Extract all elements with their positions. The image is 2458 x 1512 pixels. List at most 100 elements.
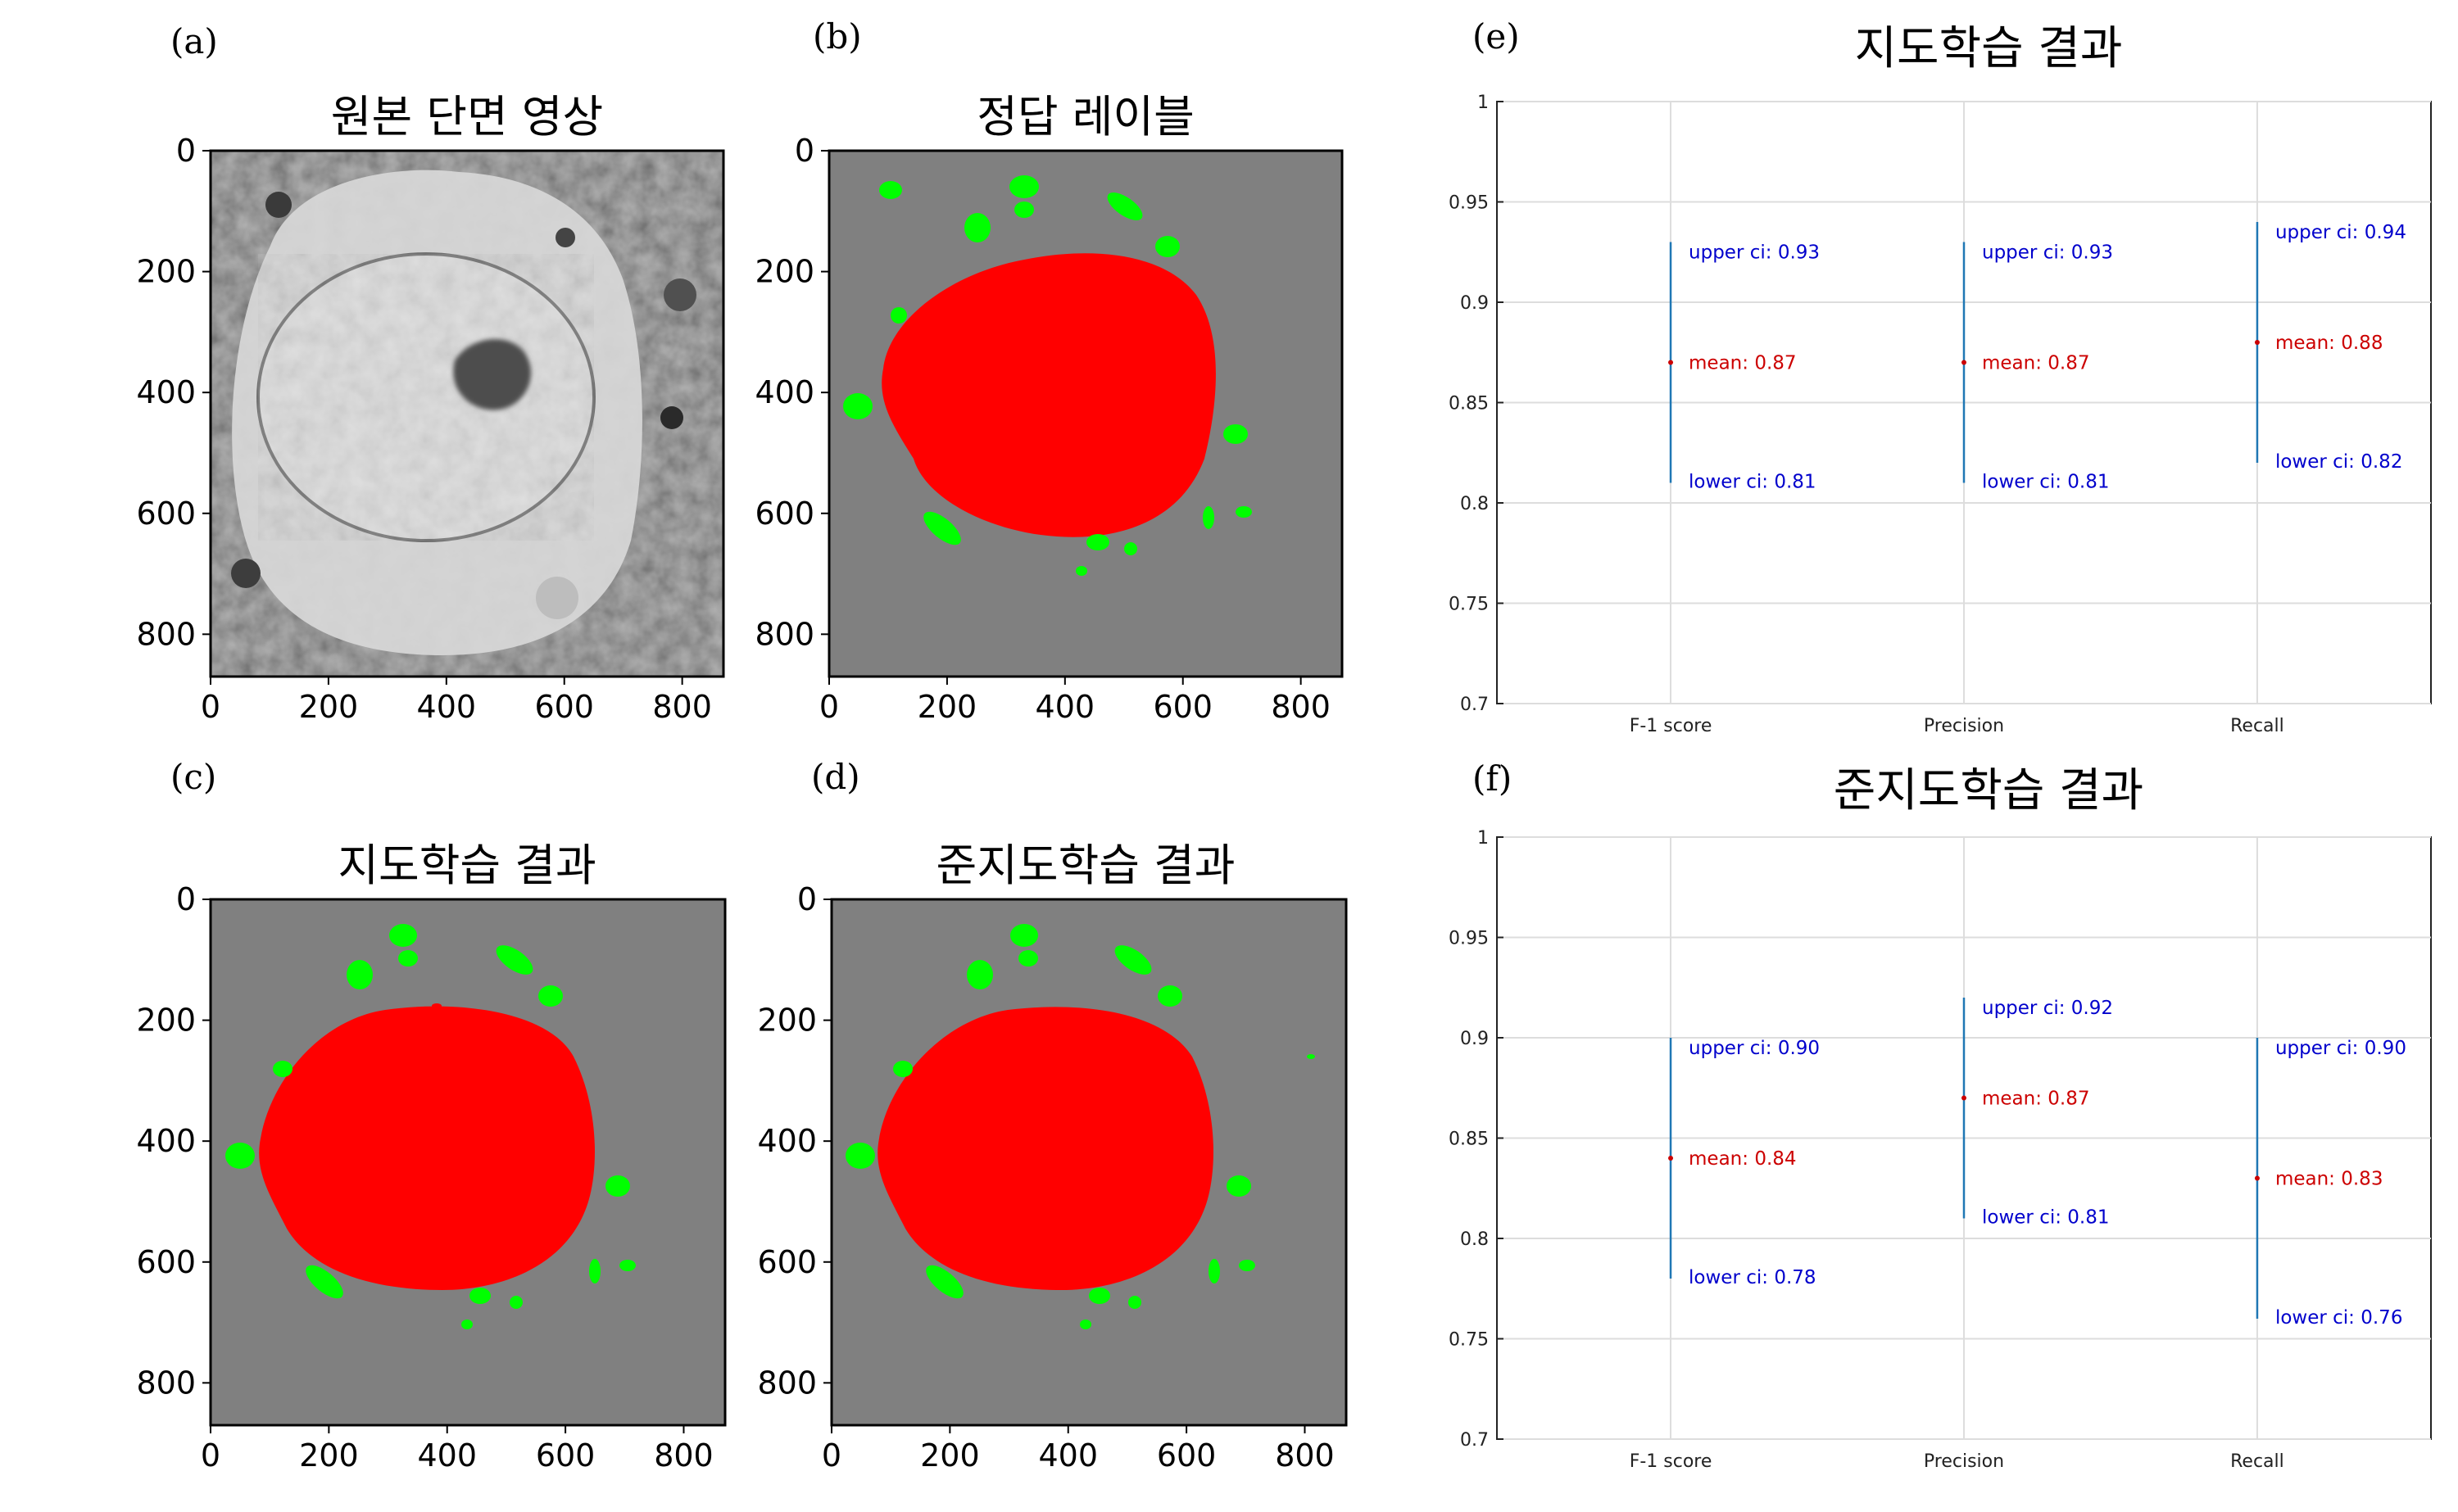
x-tick-label: 0 [819, 689, 839, 725]
x-tick-label: 800 [654, 1437, 714, 1474]
upper-ci-label: upper ci: 0.90 [1689, 1038, 1820, 1059]
y-tick-label: 0.85 [1449, 1129, 1489, 1150]
panel-c-title: 지도학습 결과 [338, 840, 596, 891]
x-category-label: Recall [2230, 1451, 2284, 1472]
y-tick-label: 400 [757, 1123, 817, 1159]
x-tick-label: 800 [652, 689, 712, 725]
y-tick-label: 0.85 [1449, 394, 1489, 414]
x-tick-label: 800 [1271, 689, 1331, 725]
y-tick-label: 0 [795, 133, 814, 169]
lower-ci-label: lower ci: 0.78 [1689, 1267, 1816, 1288]
panel-a-title: 원본 단면 영상 [330, 91, 604, 143]
panel-c-frame [209, 898, 727, 1427]
panel-b-title: 정답 레이블 [977, 91, 1195, 143]
panel-a-frame [209, 149, 725, 678]
y-tick-label: 0 [176, 133, 196, 169]
y-tick-label: 600 [757, 1244, 817, 1280]
y-tick-label: 0.75 [1449, 595, 1489, 615]
lower-ci-label: lower ci: 0.81 [1689, 472, 1816, 493]
x-tick-label: 200 [920, 1437, 980, 1474]
y-tick-label: 0.75 [1449, 1330, 1489, 1351]
y-tick-label: 0.95 [1449, 193, 1489, 214]
y-tick-label: 0.95 [1449, 929, 1489, 949]
y-tick-label: 1 [1477, 93, 1489, 113]
x-tick-label: 200 [299, 689, 359, 725]
y-tick-label: 0.9 [1460, 293, 1489, 314]
mean-marker [1668, 360, 1674, 365]
y-tick-label: 800 [755, 616, 814, 652]
mean-marker [2254, 340, 2260, 345]
y-tick-label: 1 [1477, 828, 1489, 849]
lower-ci-label: lower ci: 0.76 [2275, 1307, 2403, 1329]
upper-ci-label: upper ci: 0.93 [1689, 242, 1820, 264]
x-tick-label: 0 [201, 1437, 220, 1474]
y-tick-label: 200 [136, 1003, 196, 1039]
chart-title: 지도학습 결과 [1855, 22, 2123, 75]
y-tick-label: 0.7 [1460, 1430, 1489, 1451]
y-tick-label: 200 [757, 1003, 817, 1039]
mean-label: mean: 0.84 [1689, 1148, 1797, 1170]
panel-letter-c: (c) [170, 757, 217, 797]
panel-a-image [211, 151, 723, 677]
panel-letter-a: (a) [170, 21, 218, 61]
panel-letter-f: (f) [1472, 758, 1512, 799]
panel-c-image [211, 899, 725, 1425]
x-tick-label: 400 [417, 689, 477, 725]
panel-d-title: 준지도학습 결과 [936, 840, 1236, 891]
y-tick-label: 600 [136, 1244, 196, 1280]
mean-marker [1961, 360, 1966, 365]
panel-d-frame [830, 898, 1348, 1427]
y-tick-label: 800 [136, 616, 196, 652]
upper-ci-label: upper ci: 0.90 [2275, 1038, 2406, 1059]
x-category-label: F-1 score [1630, 716, 1712, 736]
y-tick-label: 400 [755, 374, 814, 410]
y-tick-label: 800 [136, 1365, 196, 1401]
y-tick-label: 0 [797, 881, 817, 917]
y-tick-label: 200 [755, 254, 814, 290]
x-tick-label: 400 [1036, 689, 1095, 725]
mean-marker [2254, 1175, 2260, 1181]
x-category-label: Recall [2230, 716, 2284, 736]
y-tick-label: 0 [176, 881, 196, 917]
y-tick-label: 800 [757, 1365, 817, 1401]
upper-ci-label: upper ci: 0.94 [2275, 222, 2406, 243]
x-tick-label: 400 [1038, 1437, 1098, 1474]
mean-label: mean: 0.87 [1689, 353, 1797, 374]
mean-marker [1668, 1156, 1674, 1161]
y-tick-label: 600 [136, 496, 196, 532]
x-tick-label: 0 [822, 1437, 841, 1474]
y-tick-label: 400 [136, 1123, 196, 1159]
x-tick-label: 0 [201, 689, 220, 725]
panel-letter-e: (e) [1472, 16, 1520, 57]
x-tick-label: 600 [536, 1437, 596, 1474]
panel-letter-d: (d) [811, 757, 860, 797]
x-tick-label: 200 [918, 689, 977, 725]
x-category-label: Precision [1924, 716, 2004, 736]
panel-letter-b: (b) [813, 16, 862, 57]
mean-label: mean: 0.88 [2275, 333, 2383, 354]
ci-charts: 지도학습 결과 0.7 0.75 0.8 0.85 0.9 0.95 1 F-1 score up… [1449, 22, 2432, 1472]
y-tick-label: 400 [136, 374, 196, 410]
y-tick-label: 0.7 [1460, 695, 1489, 715]
mean-label: mean: 0.87 [1982, 1089, 2090, 1110]
lower-ci-label: lower ci: 0.82 [2275, 451, 2403, 473]
y-tick-label: 0.9 [1460, 1029, 1489, 1049]
y-tick-label: 600 [755, 496, 814, 532]
mean-label: mean: 0.83 [2275, 1169, 2383, 1190]
x-category-label: F-1 score [1630, 1451, 1712, 1472]
x-tick-label: 200 [299, 1437, 359, 1474]
lower-ci-label: lower ci: 0.81 [1982, 472, 2110, 493]
x-category-label: Precision [1924, 1451, 2004, 1472]
upper-ci-label: upper ci: 0.93 [1982, 242, 2113, 264]
x-tick-label: 600 [534, 689, 594, 725]
upper-ci-label: upper ci: 0.92 [1982, 998, 2113, 1019]
x-tick-label: 800 [1275, 1437, 1335, 1474]
y-tick-label: 200 [136, 254, 196, 290]
panel-d-image [832, 899, 1346, 1425]
panel-b-frame [828, 149, 1344, 678]
lower-ci-label: lower ci: 0.81 [1982, 1207, 2110, 1229]
y-tick-label: 0.8 [1460, 1229, 1489, 1250]
chart-title: 준지도학습 결과 [1834, 764, 2143, 817]
x-tick-label: 600 [1153, 689, 1213, 725]
panel-b-image [829, 151, 1342, 677]
